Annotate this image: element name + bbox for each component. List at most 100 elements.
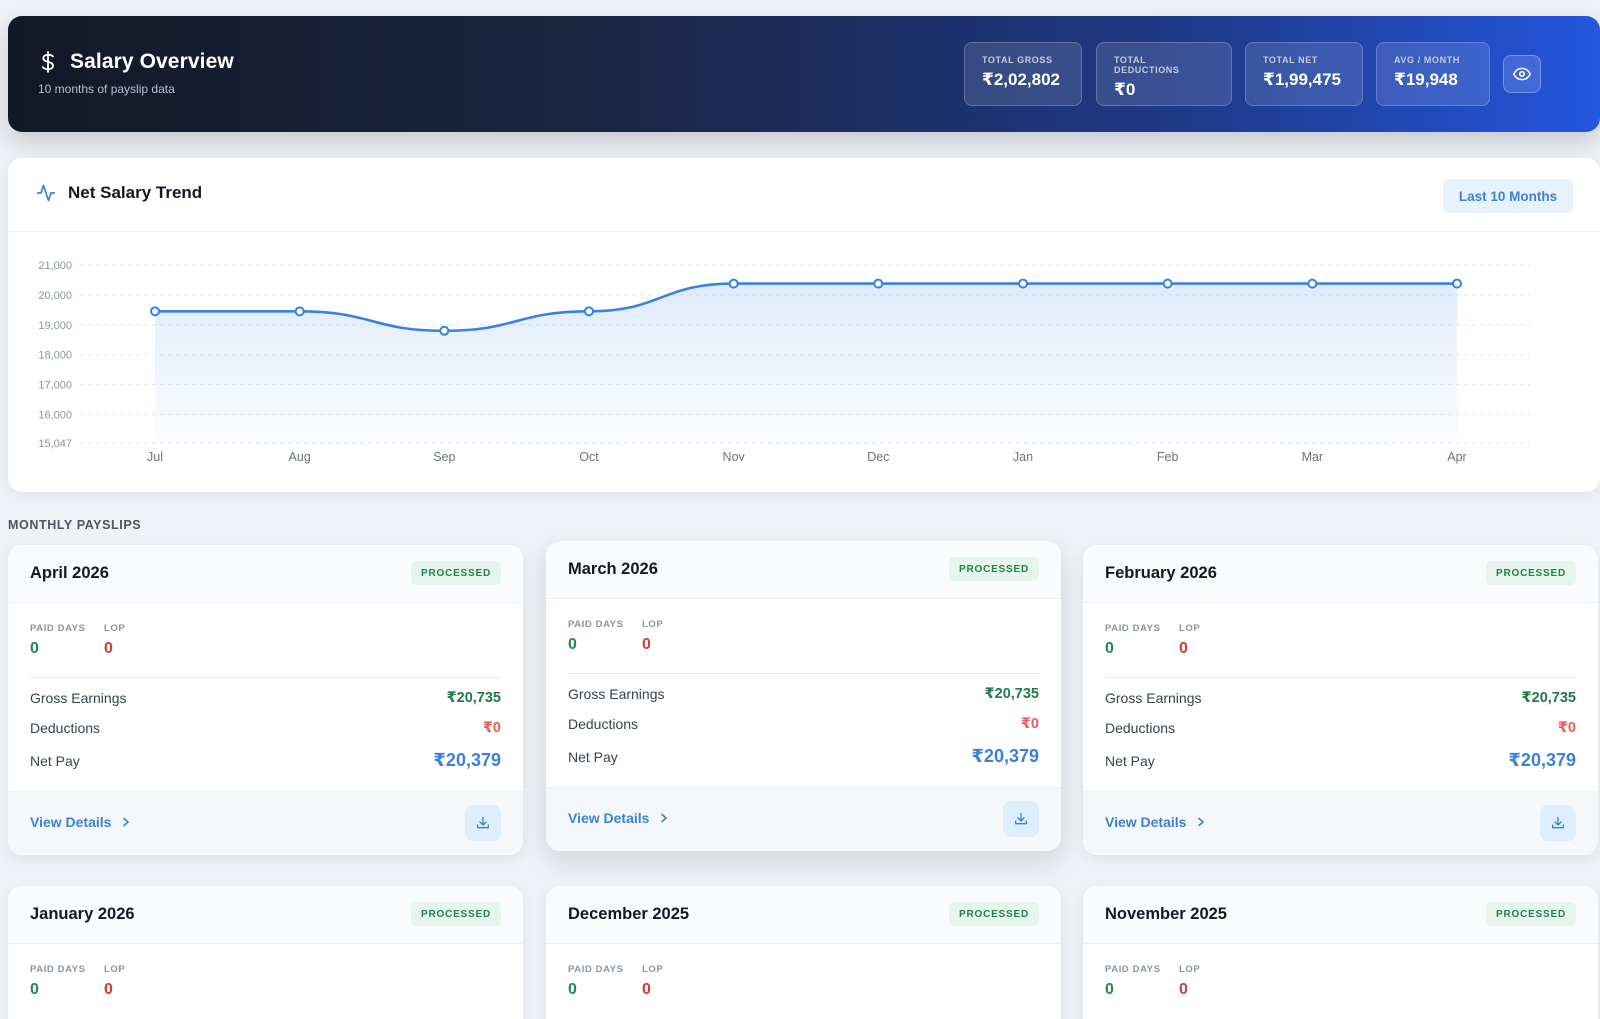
data-point bbox=[1018, 278, 1028, 289]
attendance-summary: PAID DAYS 0 LOP 0 bbox=[546, 944, 1061, 1018]
y-tick-label: 18,000 bbox=[38, 350, 72, 362]
divider bbox=[568, 673, 1039, 674]
payslip-month: January 2026 bbox=[30, 905, 135, 923]
payslip-month: February 2026 bbox=[1105, 564, 1217, 582]
gross-label: Gross Earnings bbox=[568, 686, 665, 702]
stat-total-deductions: TOTAL DEDUCTIONS ₹0 bbox=[1096, 42, 1232, 106]
range-selector-button[interactable]: Last 10 Months bbox=[1443, 179, 1573, 213]
paid-days-value: 0 bbox=[30, 640, 39, 657]
status-badge: PROCESSED bbox=[1486, 902, 1576, 926]
divider bbox=[1105, 677, 1576, 678]
y-tick-label: 19,000 bbox=[38, 320, 72, 332]
download-button[interactable] bbox=[1003, 801, 1039, 837]
stat-total-net: TOTAL NET ₹1,99,475 bbox=[1245, 42, 1363, 106]
y-tick-label: 21,000 bbox=[38, 260, 72, 272]
x-tick-label: Oct bbox=[579, 450, 599, 464]
x-tick-label: Dec bbox=[867, 450, 889, 464]
payslip-card-header: December 2025 PROCESSED bbox=[546, 886, 1061, 944]
net-label: Net Pay bbox=[568, 748, 618, 765]
pay-breakdown: Gross Earnings ₹20,735 Deductions ₹0 Net… bbox=[8, 678, 523, 791]
payslip-card-featured: March 2026 PROCESSED PAID DAYS 0 LOP 0 G… bbox=[546, 541, 1061, 851]
view-details-link[interactable]: View Details bbox=[1105, 814, 1206, 830]
attendance-summary: PAID DAYS 0 LOP 0 bbox=[1083, 603, 1598, 677]
pay-breakdown: Gross Earnings ₹20,735 Deductions ₹0 Net… bbox=[1083, 678, 1598, 791]
data-point bbox=[584, 306, 594, 317]
net-label: Net Pay bbox=[30, 752, 80, 769]
attendance-summary: PAID DAYS 0 LOP 0 bbox=[8, 944, 523, 1018]
view-details-label: View Details bbox=[1105, 814, 1187, 830]
view-details-link[interactable]: View Details bbox=[568, 810, 669, 826]
lop-label: LOP bbox=[104, 623, 126, 634]
status-badge: PROCESSED bbox=[949, 902, 1039, 926]
deductions-label: Deductions bbox=[1105, 720, 1176, 736]
pay-breakdown: Gross Earnings ₹20,735 Deductions ₹0 Net… bbox=[546, 674, 1061, 787]
deductions-value: ₹0 bbox=[482, 720, 501, 736]
chevron-right-icon bbox=[123, 817, 130, 827]
lop-value: 0 bbox=[104, 981, 113, 998]
lop: LOP 0 bbox=[104, 623, 125, 658]
stat-value: ₹0 bbox=[1114, 80, 1136, 99]
paid-days: PAID DAYS 0 bbox=[1105, 623, 1161, 658]
gross-value: ₹20,735 bbox=[1521, 690, 1576, 706]
download-icon bbox=[1552, 817, 1564, 829]
data-point bbox=[1307, 278, 1318, 289]
chart-card-header: Net Salary Trend Last 10 Months bbox=[8, 158, 1600, 232]
paid-days: PAID DAYS 0 bbox=[568, 964, 624, 999]
payslip-month: March 2026 bbox=[568, 560, 658, 578]
page-title: Salary Overview bbox=[70, 50, 234, 73]
view-details-link[interactable]: View Details bbox=[30, 814, 131, 830]
gross-label: Gross Earnings bbox=[1105, 690, 1202, 706]
download-button[interactable] bbox=[1540, 805, 1576, 841]
attendance-summary: PAID DAYS 0 LOP 0 bbox=[546, 599, 1061, 673]
lop: LOP 0 bbox=[1179, 964, 1200, 999]
paid-days-value: 0 bbox=[1105, 640, 1114, 657]
data-point bbox=[1452, 278, 1462, 289]
payslip-card: April 2026 PROCESSED PAID DAYS 0 LOP 0 G… bbox=[8, 545, 523, 855]
paid-days-label: PAID DAYS bbox=[568, 964, 624, 975]
payslip-card-footer: View Details bbox=[8, 791, 523, 853]
payslip-card-header: February 2026 PROCESSED bbox=[1083, 545, 1598, 603]
stat-label: TOTAL DEDUCTIONS bbox=[1114, 55, 1180, 75]
deductions-value: ₹0 bbox=[1557, 720, 1576, 736]
stat-label: AVG / MONTH bbox=[1394, 55, 1460, 65]
lop-value: 0 bbox=[642, 636, 651, 653]
chevron-right-icon bbox=[1198, 817, 1205, 827]
download-icon bbox=[477, 817, 489, 829]
lop-label: LOP bbox=[1179, 964, 1201, 975]
paid-days: PAID DAYS 0 bbox=[568, 619, 624, 654]
lop: LOP 0 bbox=[104, 964, 125, 999]
lop: LOP 0 bbox=[642, 964, 663, 999]
payslip-card: January 2026 PROCESSED PAID DAYS 0 LOP 0 bbox=[8, 886, 523, 1019]
net-value: ₹20,379 bbox=[433, 750, 501, 770]
stat-value: ₹1,99,475 bbox=[1263, 70, 1342, 89]
download-button[interactable] bbox=[465, 805, 501, 841]
status-badge: PROCESSED bbox=[949, 557, 1039, 581]
paid-days: PAID DAYS 0 bbox=[1105, 964, 1161, 999]
data-point bbox=[873, 278, 884, 289]
gross-value: ₹20,735 bbox=[446, 690, 501, 706]
status-badge: PROCESSED bbox=[411, 902, 501, 926]
deductions-row: Deductions ₹0 bbox=[568, 716, 1039, 732]
lop: LOP 0 bbox=[642, 619, 663, 654]
data-point bbox=[439, 325, 450, 336]
lop-value: 0 bbox=[642, 981, 651, 998]
payslip-card: February 2026 PROCESSED PAID DAYS 0 LOP … bbox=[1083, 545, 1598, 855]
x-tick-label: Mar bbox=[1302, 450, 1324, 464]
payslip-card: December 2025 PROCESSED PAID DAYS 0 LOP … bbox=[546, 886, 1061, 1019]
payslip-card: November 2025 PROCESSED PAID DAYS 0 LOP … bbox=[1083, 886, 1598, 1019]
activity-icon bbox=[36, 184, 56, 202]
x-tick-label: Feb bbox=[1157, 450, 1179, 464]
y-tick-label: 15,047 bbox=[38, 438, 72, 450]
lop: LOP 0 bbox=[1179, 623, 1200, 658]
paid-days-label: PAID DAYS bbox=[568, 619, 624, 630]
lop-label: LOP bbox=[1179, 623, 1201, 634]
chart-title: Net Salary Trend bbox=[68, 183, 203, 202]
deductions-value: ₹0 bbox=[1020, 716, 1039, 732]
toggle-visibility-button[interactable] bbox=[1503, 55, 1541, 93]
status-badge: PROCESSED bbox=[1486, 561, 1576, 585]
stat-value: ₹19,948 bbox=[1394, 70, 1458, 89]
paid-days: PAID DAYS 0 bbox=[30, 623, 86, 658]
salary-overview-header: Salary Overview 10 months of payslip dat… bbox=[8, 16, 1600, 132]
gross-value: ₹20,735 bbox=[984, 686, 1039, 702]
y-tick-label: 16,000 bbox=[38, 410, 72, 422]
